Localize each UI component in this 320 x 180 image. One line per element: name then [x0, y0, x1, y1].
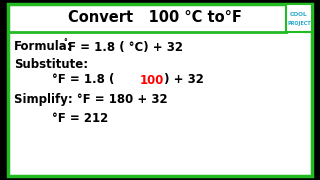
Text: PROJECT: PROJECT	[287, 21, 311, 26]
Text: Substitute:: Substitute:	[14, 57, 88, 71]
Text: ) + 32: ) + 32	[160, 73, 204, 87]
Text: °F = 1.8 (: °F = 1.8 (	[52, 73, 118, 87]
Text: Convert   100 °C to°F: Convert 100 °C to°F	[68, 10, 242, 26]
Text: Simplify: °F = 180 + 32: Simplify: °F = 180 + 32	[14, 93, 168, 107]
Text: F = 1.8 ( °C) + 32: F = 1.8 ( °C) + 32	[68, 40, 183, 53]
Text: °: °	[63, 39, 67, 48]
Text: COOL: COOL	[290, 12, 308, 17]
FancyBboxPatch shape	[8, 4, 312, 176]
FancyBboxPatch shape	[286, 4, 312, 32]
Text: Formula:: Formula:	[14, 40, 73, 53]
Text: 100: 100	[140, 73, 164, 87]
Text: °F = 212: °F = 212	[52, 111, 108, 125]
